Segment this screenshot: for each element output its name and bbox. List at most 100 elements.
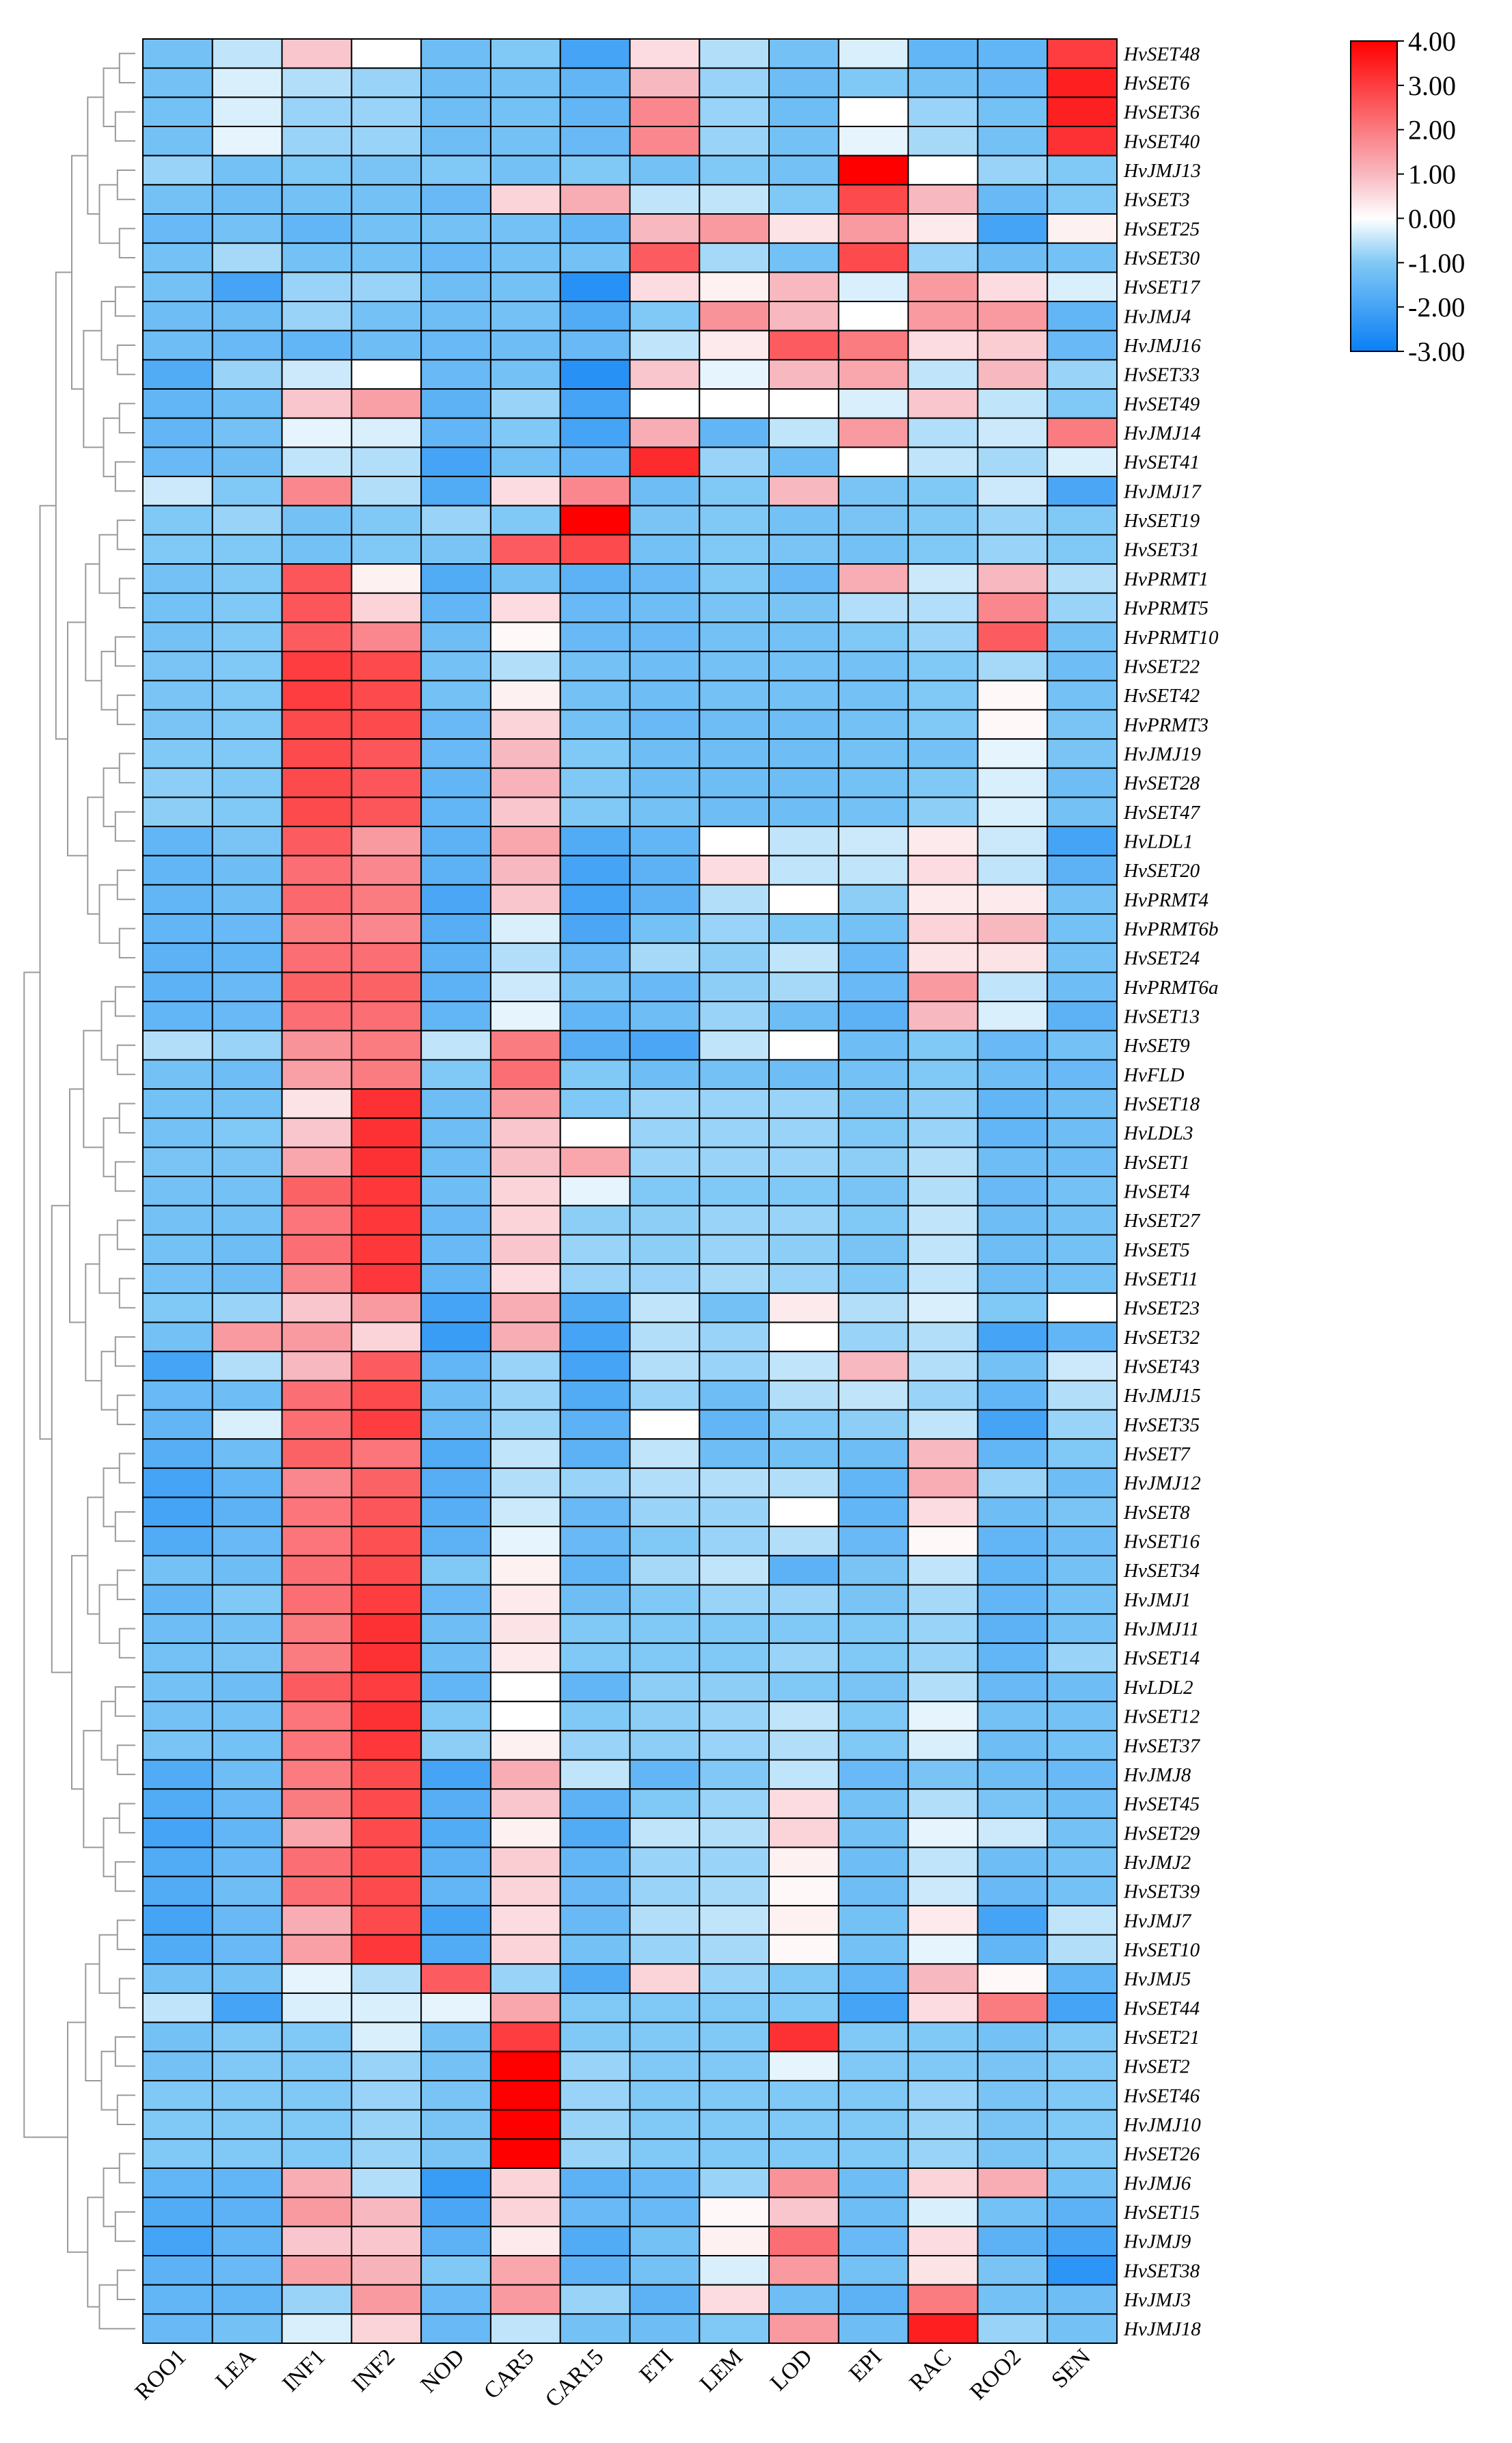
heatmap-cell (768, 1671, 839, 1703)
heatmap-cell (142, 96, 213, 128)
heatmap-cell (420, 1379, 491, 1411)
heatmap-cell (977, 2226, 1049, 2256)
heatmap-cell (768, 1817, 839, 1848)
heatmap-cell (281, 1846, 353, 1878)
heatmap-cell (420, 1351, 491, 1381)
heatmap-cell (629, 1613, 701, 1644)
heatmap-cell (211, 1234, 283, 1265)
heatmap-cell (211, 476, 283, 507)
row-label: HvSET24 (1123, 947, 1200, 969)
heatmap-cell (351, 1671, 422, 1703)
heatmap-cell (1047, 1146, 1118, 1178)
heatmap-cell (211, 621, 283, 653)
heatmap-cell (629, 1351, 701, 1381)
heatmap-cell (489, 1671, 561, 1703)
heatmap-cell (211, 563, 283, 594)
heatmap-cell (211, 1729, 283, 1761)
heatmap-cell (629, 1876, 701, 1906)
heatmap-cell (351, 2167, 422, 2198)
heatmap-cell (837, 1146, 909, 1178)
heatmap-cell (768, 1701, 839, 1731)
heatmap-cell (559, 242, 631, 273)
heatmap-cell (1047, 971, 1118, 1003)
heatmap-cell (559, 2284, 631, 2315)
heatmap-cell (629, 126, 701, 157)
heatmap-cell (489, 884, 561, 915)
heatmap-cell (768, 1146, 839, 1178)
heatmap-cell (420, 1409, 491, 1440)
heatmap-cell (699, 359, 770, 390)
heatmap-cell (351, 1876, 422, 1906)
row-label: HvSET39 (1123, 1881, 1200, 1903)
heatmap-cell (211, 1584, 283, 1615)
heatmap-cell (699, 271, 770, 303)
heatmap-cell (699, 942, 770, 973)
heatmap-cell (211, 242, 283, 273)
dendrogram-branch (116, 170, 135, 200)
heatmap-cell (977, 417, 1049, 448)
row-label: HvSET37 (1123, 1735, 1201, 1757)
heatmap-cell (281, 1263, 353, 1294)
dendrogram-branch (116, 1919, 135, 1950)
heatmap-cell (281, 1409, 353, 1440)
heatmap-cell (281, 1088, 353, 1119)
heatmap-cell (907, 184, 979, 215)
heatmap-cell (281, 738, 353, 769)
heatmap-cell (281, 2079, 353, 2111)
heatmap-cell (768, 476, 839, 507)
heatmap-cell (142, 854, 213, 886)
heatmap-cell (1047, 1554, 1118, 1586)
heatmap-cell (1047, 738, 1118, 769)
heatmap-cell (281, 2021, 353, 2053)
heatmap-cell (281, 329, 353, 361)
heatmap-cell (211, 679, 283, 711)
heatmap-cell (699, 679, 770, 711)
heatmap-cell (1047, 67, 1118, 98)
heatmap-cell (211, 184, 283, 215)
heatmap-cell (351, 534, 422, 565)
row-label: HvSET4 (1123, 1181, 1190, 1203)
dendrogram-branch (116, 519, 135, 550)
heatmap-cell (907, 2254, 979, 2286)
heatmap-cell (281, 1176, 353, 1206)
heatmap-cell (489, 2254, 561, 2286)
heatmap-cell (1047, 1613, 1118, 1644)
heatmap-cell (768, 1963, 839, 1994)
heatmap-cell (351, 942, 422, 973)
heatmap-cell (142, 1788, 213, 1819)
heatmap-cell (629, 1584, 701, 1615)
heatmap-cell (489, 2021, 561, 2053)
heatmap-cell (629, 1379, 701, 1411)
heatmap-cell (977, 2138, 1049, 2169)
heatmap-cell (837, 679, 909, 711)
heatmap-cell (142, 301, 213, 332)
heatmap-cell (351, 592, 422, 623)
heatmap-cell (768, 913, 839, 944)
heatmap-cell (629, 476, 701, 507)
heatmap-cell (907, 2196, 979, 2228)
heatmap-cell (351, 1379, 422, 1411)
heatmap-cell (142, 1029, 213, 1061)
heatmap-cell (907, 1584, 979, 1615)
heatmap-cell (281, 709, 353, 740)
heatmap-cell (629, 1117, 701, 1148)
heatmap-cell (699, 2196, 770, 2228)
heatmap-cell (907, 942, 979, 973)
heatmap-cell (420, 1876, 491, 1906)
heatmap-cell (1047, 388, 1118, 419)
heatmap-cell (907, 154, 979, 186)
heatmap-cell (559, 1292, 631, 1323)
heatmap-cell (281, 1613, 353, 1644)
heatmap-cell (1047, 884, 1118, 915)
heatmap-cell (142, 1729, 213, 1761)
row-label: HvSET42 (1123, 685, 1200, 707)
heatmap-cell (837, 504, 909, 536)
heatmap-cell (1047, 1409, 1118, 1440)
heatmap-cell (629, 1496, 701, 1528)
heatmap-cell (837, 1876, 909, 1906)
heatmap-cell (351, 1729, 422, 1761)
heatmap-cell (907, 1321, 979, 1353)
heatmap-cell (699, 1584, 770, 1615)
heatmap-cell (420, 184, 491, 215)
heatmap-cell (837, 271, 909, 303)
